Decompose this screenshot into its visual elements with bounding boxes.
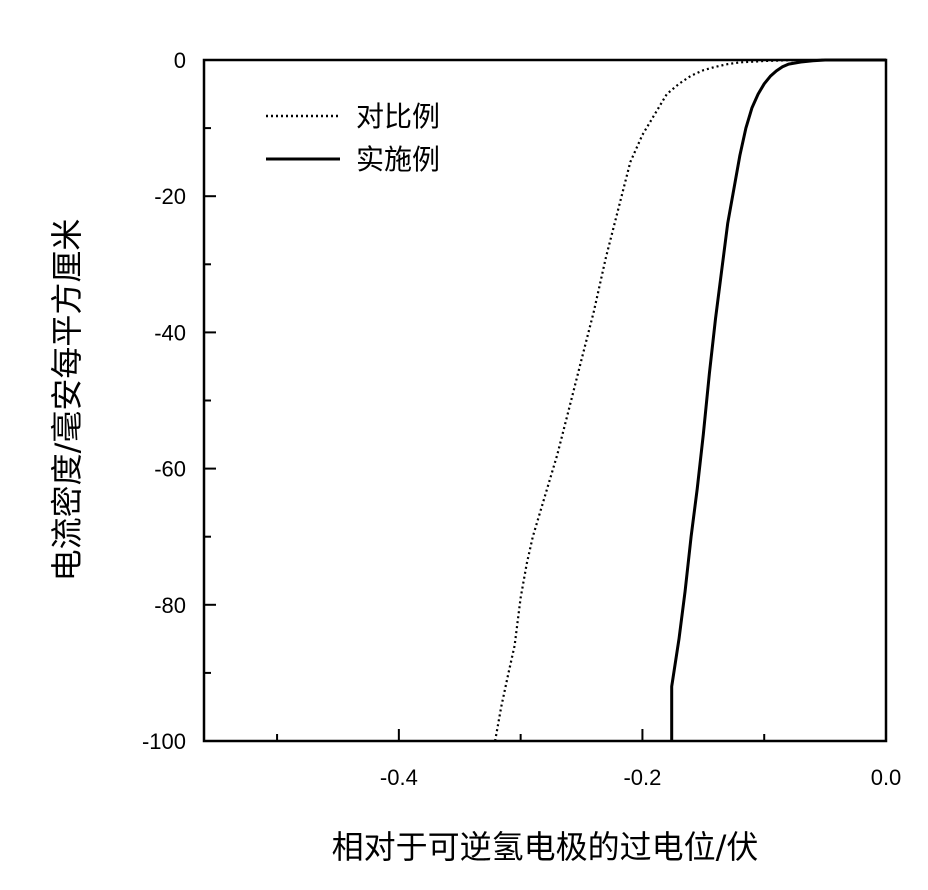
y-axis-label: 电流密度/毫安每平方厘米 — [48, 219, 86, 582]
y-tick-label: 0 — [174, 48, 186, 73]
legend: 对比例 实施例 — [266, 100, 440, 176]
series-layer — [494, 58, 886, 742]
y-tick-label: -60 — [154, 457, 186, 482]
y-tick-label: -100 — [142, 729, 186, 754]
legend-label-comparative: 对比例 — [356, 100, 440, 133]
axis-ticks — [204, 59, 887, 742]
y-tick-label: -20 — [154, 184, 186, 209]
series-line-example — [670, 58, 886, 741]
x-tick-label: 0.0 — [871, 765, 902, 790]
tick-labels: 0 -20 -40 -60 -80 -100 -0.4 -0.2 0.0 — [142, 48, 901, 790]
legend-label-example: 实施例 — [356, 143, 440, 176]
x-axis-label: 相对于可逆氢电极的过电位/伏 — [332, 828, 759, 866]
y-tick-label: -40 — [154, 320, 186, 345]
series-line-comparative — [494, 58, 886, 742]
x-tick-label: -0.2 — [623, 765, 661, 790]
y-tick-label: -80 — [154, 593, 186, 618]
plot-frame — [202, 58, 888, 743]
x-tick-label: -0.4 — [380, 765, 418, 790]
